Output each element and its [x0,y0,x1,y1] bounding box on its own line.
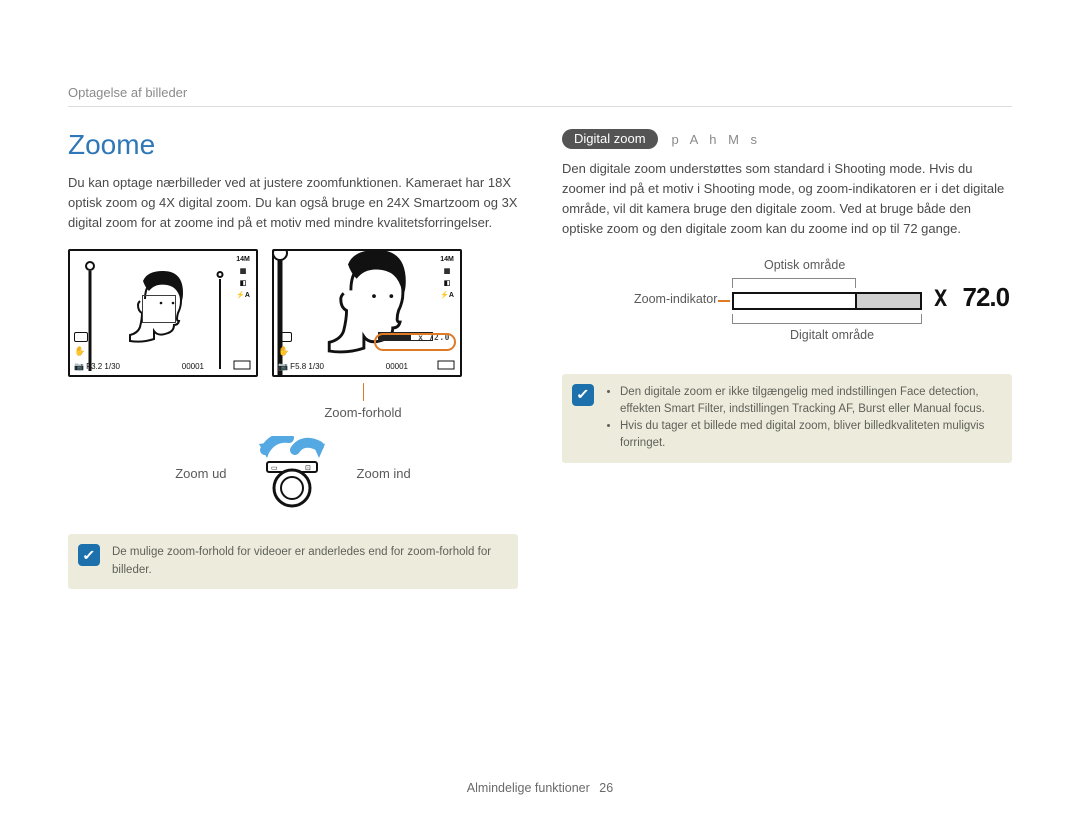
zoom-indicator-label: Zoom-indikator [634,292,717,306]
heading-row: Digital zoom p A h M s [562,129,1012,149]
zoom-control-diagram: Zoom ud ▭ ⊡ Zoom ind [68,436,518,510]
svg-text:📷 F5.8 1/30: 📷 F5.8 1/30 [278,362,325,371]
breadcrumb: Optagelse af billeder [68,85,1012,107]
leader-line [363,383,364,401]
hand-icon: ✋ [278,346,292,357]
meter-icon: ◧ [236,279,250,288]
bottom-status-bar: 📷 F5.8 1/30 00001 [278,358,456,372]
flash-icon: ⚡A [236,291,250,300]
zoom-out-label: Zoom ud [175,466,226,481]
digital-range-label: Digitalt område [790,328,874,342]
status-icons-right: 14M ▦ ◧ ⚡A [234,255,252,300]
flash-icon: ⚡A [440,291,454,300]
zoom-lever-icon: ▭ ⊡ [237,436,347,510]
note-list: Den digitale zoom er ikke tilgængelig me… [606,384,998,453]
example-screens: 14M ▦ ◧ ⚡A ✋ 📷 F3.2 1/30 00001 [68,249,518,377]
zoom-highlight [374,333,456,351]
right-column: Digital zoom p A h M s Den digitale zoom… [562,129,1012,589]
zoom-ratio-caption: Zoom-forhold [308,405,418,420]
resolution-badge: 14M [236,255,250,264]
zoom-range-diagram: Optisk område Zoom-indikator Digitalt om… [562,254,1012,350]
quality-icon: ▦ [236,267,250,276]
optical-brace [732,278,856,288]
screen-wide: 14M ▦ ◧ ⚡A ✋ 📷 F3.2 1/30 00001 [68,249,258,377]
zoom-in-label: Zoom ind [357,466,411,481]
meter-icon: ◧ [440,279,454,288]
manual-page: Optagelse af billeder Zoome Du kan optag… [0,0,1080,815]
digital-brace [732,314,922,324]
footer-section: Almindelige funktioner [467,781,590,795]
digital-zoom-paragraph: Den digitale zoom understøttes som stand… [562,159,1012,240]
mode-letters: p A h M s [672,132,761,147]
note-digital-zoom: Den digitale zoom er ikke tilgængelig me… [562,374,1012,463]
note-text: De mulige zoom-forhold for videoer er an… [112,546,491,575]
status-icons-left: ✋ [278,332,292,357]
digital-zoom-pill: Digital zoom [562,129,658,149]
optical-range-label: Optisk område [764,258,845,272]
page-footer: Almindelige funktioner 26 [0,781,1080,795]
zoom-bar-diagram [732,292,922,310]
zoom-x-value: X 72.0 [934,284,1009,311]
intro-paragraph: Du kan optage nærbilleder ved at justere… [68,173,518,233]
note-item: Den digitale zoom er ikke tilgængelig me… [620,384,998,419]
page-title: Zoome [68,129,518,161]
resolution-badge: 14M [440,255,454,264]
svg-text:📷 F3.2 1/30: 📷 F3.2 1/30 [74,362,121,371]
note-item: Hvis du tager et billede med digital zoo… [620,418,998,453]
battery-icon [278,332,292,342]
svg-text:▭: ▭ [271,465,278,472]
hand-icon: ✋ [74,346,88,357]
content-columns: Zoome Du kan optage nærbilleder ved at j… [68,129,1012,589]
leader-line [718,300,730,302]
page-number: 26 [599,781,613,795]
note-video-zoom: De mulige zoom-forhold for videoer er an… [68,534,518,589]
svg-text:00001: 00001 [182,362,205,371]
screen-zoomed: 14M ▦ ◧ ⚡A x 72.0 ✋ 📷 F5.8 1/3000001 [272,249,462,377]
status-icons-left: ✋ [74,332,88,357]
status-icons-right: 14M ▦ ◧ ⚡A [438,255,456,300]
bottom-status-bar: 📷 F3.2 1/30 00001 [74,358,252,372]
quality-icon: ▦ [440,267,454,276]
svg-text:⊡: ⊡ [305,465,311,472]
note-icon [572,384,594,406]
svg-text:00001: 00001 [386,362,409,371]
left-column: Zoome Du kan optage nærbilleder ved at j… [68,129,518,589]
battery-icon [74,332,88,342]
note-icon [78,544,100,566]
focus-box [142,295,176,323]
